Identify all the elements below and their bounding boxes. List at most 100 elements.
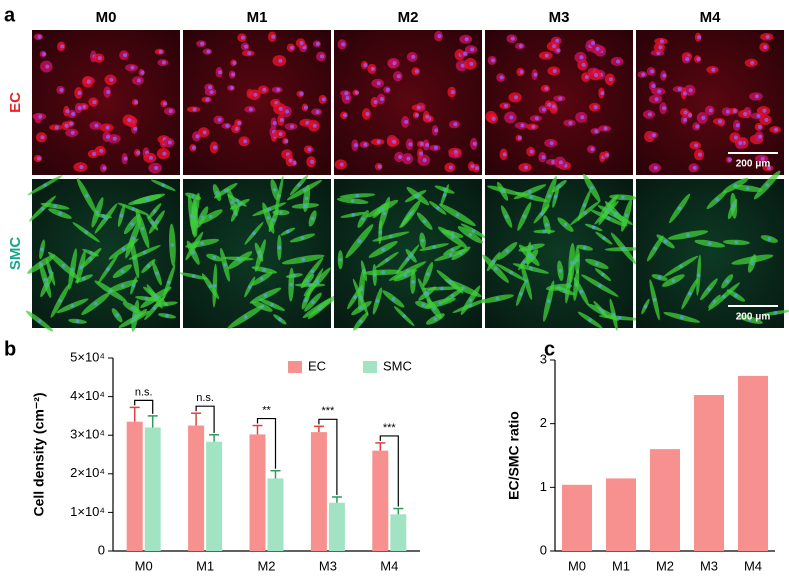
- nucleus: [659, 39, 664, 44]
- nucleus: [155, 220, 159, 224]
- x-tick-label: M2: [656, 558, 674, 573]
- nucleus: [377, 164, 382, 169]
- nucleus: [285, 109, 290, 114]
- nucleus: [310, 216, 315, 221]
- nucleus: [338, 257, 343, 262]
- nucleus: [677, 87, 682, 92]
- nucleus: [408, 212, 413, 216]
- nucleus: [392, 139, 397, 144]
- nucleus: [734, 293, 738, 298]
- nucleus: [278, 58, 283, 63]
- nucleus: [357, 239, 362, 243]
- nucleus: [95, 210, 100, 215]
- nucleus: [286, 229, 290, 234]
- nucleus: [590, 147, 595, 152]
- nucleus: [539, 212, 544, 216]
- nucleus: [170, 243, 175, 247]
- nucleus: [200, 41, 205, 46]
- nucleus: [448, 165, 453, 170]
- bar: [126, 421, 143, 551]
- scale-bar-label: 200 μm: [736, 312, 771, 323]
- nucleus: [148, 155, 153, 160]
- nucleus: [584, 75, 589, 80]
- nucleus: [392, 61, 397, 66]
- nucleus: [140, 70, 145, 75]
- nucleus: [593, 105, 598, 110]
- nucleus: [765, 183, 769, 187]
- nucleus: [40, 206, 45, 211]
- nucleus: [82, 276, 86, 281]
- nucleus: [582, 245, 587, 250]
- x-tick-label: M1: [196, 558, 214, 573]
- nucleus: [61, 263, 66, 268]
- nucleus: [450, 248, 455, 252]
- nucleus: [546, 299, 551, 303]
- nucleus: [579, 55, 584, 60]
- nucleus: [380, 206, 385, 211]
- nucleus: [252, 231, 256, 236]
- nucleus: [621, 246, 626, 251]
- nucleus: [40, 247, 44, 252]
- nucleus: [602, 236, 606, 240]
- nucleus: [396, 74, 401, 79]
- panel-label: c: [544, 338, 555, 360]
- nucleus: [468, 298, 473, 303]
- nucleus: [229, 85, 234, 90]
- bar: [650, 449, 680, 551]
- nucleus: [653, 165, 658, 170]
- bar: [206, 441, 223, 551]
- nucleus: [398, 154, 403, 159]
- nucleus: [517, 135, 522, 140]
- nucleus: [277, 245, 282, 250]
- nucleus: [131, 207, 135, 211]
- nucleus: [651, 83, 656, 88]
- error-bar: [331, 496, 342, 503]
- nucleus: [603, 126, 608, 131]
- nucleus: [234, 126, 239, 131]
- nucleus: [616, 59, 621, 64]
- nucleus: [411, 280, 415, 284]
- nucleus: [127, 118, 132, 123]
- nucleus: [671, 278, 676, 283]
- nucleus: [382, 211, 387, 216]
- bar: [249, 434, 266, 551]
- bar: [267, 478, 284, 551]
- nucleus: [300, 236, 305, 240]
- nucleus: [470, 47, 475, 52]
- nucleus: [621, 195, 625, 200]
- nucleus: [687, 112, 692, 117]
- nucleus: [284, 139, 289, 144]
- nucleus: [425, 114, 430, 119]
- nucleus: [140, 226, 145, 231]
- nucleus: [92, 100, 97, 105]
- nucleus: [133, 126, 138, 131]
- nucleus: [653, 246, 658, 251]
- nucleus: [77, 106, 82, 111]
- nucleus: [54, 125, 59, 130]
- nucleus: [88, 250, 93, 255]
- nucleus: [311, 300, 315, 304]
- nucleus: [696, 57, 701, 62]
- nucleus: [99, 148, 104, 153]
- nucleus: [422, 158, 427, 163]
- nucleus: [270, 302, 274, 307]
- legend-swatch: [288, 361, 302, 373]
- nucleus: [654, 97, 659, 102]
- nucleus: [205, 97, 210, 102]
- error-bar: [191, 412, 202, 426]
- nucleus: [572, 260, 577, 265]
- nucleus: [97, 56, 102, 61]
- nucleus: [679, 264, 683, 269]
- nucleus: [652, 297, 657, 302]
- nucleus: [64, 123, 69, 128]
- nucleus: [106, 90, 111, 95]
- significance-bracket: [195, 405, 215, 433]
- row-label: EC: [7, 92, 24, 113]
- nucleus: [767, 166, 772, 171]
- nucleus: [155, 271, 159, 276]
- nucleus: [662, 106, 667, 111]
- nucleus: [553, 195, 558, 199]
- y-tick-label: 0: [98, 542, 105, 557]
- nucleus: [192, 107, 197, 112]
- nucleus: [563, 222, 568, 227]
